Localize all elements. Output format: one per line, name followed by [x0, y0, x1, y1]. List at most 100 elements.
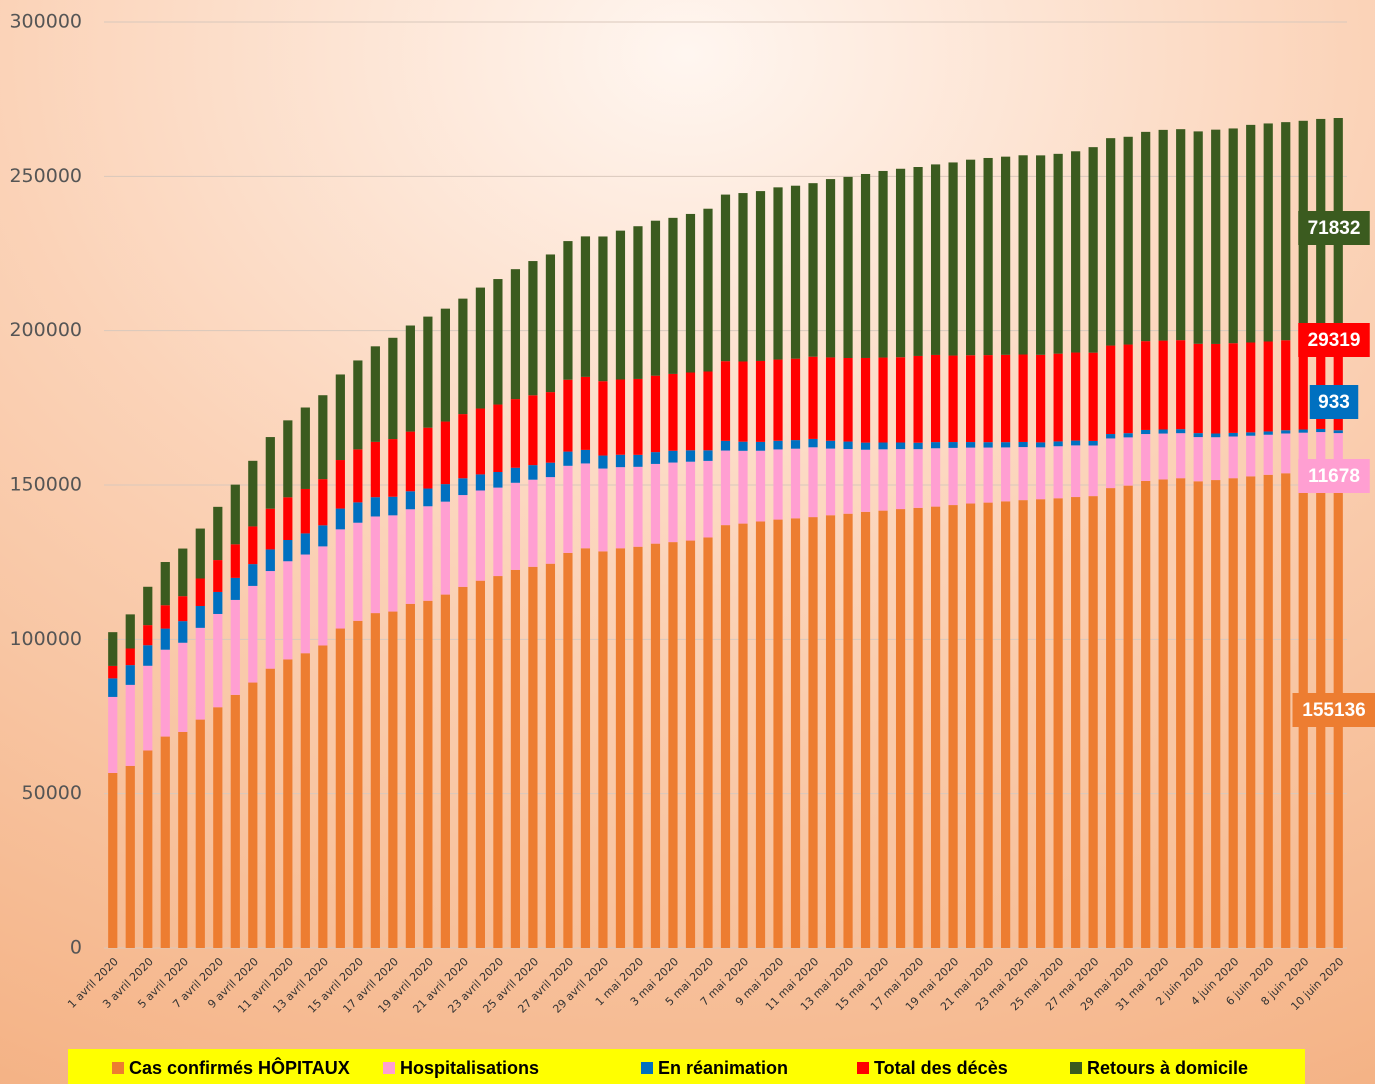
bar-segment — [703, 450, 713, 461]
bar-segment — [808, 183, 818, 357]
bar-segment — [650, 220, 661, 376]
bar-segment — [510, 399, 521, 468]
bar-segment — [615, 379, 626, 455]
bar-segment — [720, 194, 731, 362]
bar-segment — [1001, 156, 1011, 355]
bar-segment — [1316, 428, 1326, 433]
bar-segment — [913, 355, 923, 443]
bar-segment — [738, 441, 748, 451]
bar-segment — [125, 665, 135, 685]
bar-segment — [983, 355, 993, 443]
bar-segment — [370, 441, 380, 498]
bar-segment — [1298, 432, 1308, 472]
bar-segment — [843, 357, 853, 442]
bar-segment — [335, 628, 345, 948]
bar-segment — [265, 549, 275, 572]
bar-segment — [493, 472, 503, 488]
bar-segment — [1088, 147, 1098, 353]
bar-segment — [650, 375, 661, 453]
bar-segment — [580, 449, 591, 464]
bar-segment — [650, 463, 661, 544]
bar-segment — [1018, 441, 1028, 448]
bar-segment — [685, 461, 696, 541]
bar-segment — [843, 176, 853, 358]
bar-segment — [773, 449, 783, 520]
bar-segment — [1071, 440, 1081, 446]
bar-segment — [965, 503, 976, 948]
bar-segment — [598, 381, 608, 456]
bar-segment — [983, 157, 993, 356]
bar-segment — [108, 696, 118, 773]
bar-segment — [913, 167, 923, 356]
bar-segment — [720, 450, 731, 526]
bar-segment — [195, 606, 205, 628]
bar-segment — [1018, 155, 1028, 355]
bar-segment — [230, 484, 240, 545]
bar-segment — [1018, 500, 1028, 948]
bar-segment — [808, 447, 818, 518]
bar-segment — [230, 694, 240, 948]
bar-segment — [1228, 343, 1238, 433]
data-label-box — [1298, 459, 1370, 493]
bar-segment — [370, 497, 380, 517]
bar-segment — [178, 642, 188, 732]
bar-segment — [1246, 342, 1256, 433]
bar-segment — [440, 308, 450, 422]
bar-segment — [685, 372, 696, 451]
bar-segment — [1281, 122, 1291, 341]
bar-segment — [458, 478, 468, 496]
bar-segment — [1281, 340, 1291, 431]
bar-segment — [738, 523, 748, 948]
bar-segment — [598, 455, 608, 469]
legend-swatch — [112, 1062, 124, 1074]
bar-segment — [965, 355, 976, 443]
bar-segment — [125, 614, 135, 649]
bar-segment — [318, 546, 328, 646]
bar-segment — [265, 668, 275, 948]
bar-segment — [703, 460, 713, 538]
bar-segment — [230, 577, 240, 600]
bar-segment — [335, 508, 345, 530]
bar-segment — [1333, 433, 1343, 470]
bar-segment — [913, 442, 923, 450]
bar-segment — [493, 404, 503, 473]
bar-segment — [1211, 480, 1221, 948]
bar-segment — [440, 594, 450, 948]
bar-segment — [755, 191, 766, 361]
bar-segment — [1246, 435, 1256, 477]
bar-segment — [1228, 432, 1238, 437]
bar-segment — [1246, 476, 1256, 948]
bar-segment — [405, 491, 415, 510]
bar-segment — [563, 241, 573, 380]
bar-segment — [720, 440, 731, 451]
bar-segment — [195, 578, 205, 607]
bar-segment — [948, 505, 958, 948]
bar-segment — [405, 325, 415, 432]
y-tick-label: 50000 — [22, 782, 82, 804]
bar-segment — [143, 645, 153, 666]
bar-segment — [773, 187, 783, 360]
bar-segment — [1036, 155, 1046, 355]
bar-segment — [703, 537, 713, 948]
legend-label: Retours à domicile — [1087, 1058, 1248, 1078]
bar-segment — [685, 213, 696, 373]
bar-segment — [615, 454, 626, 468]
bar-segment — [248, 682, 258, 948]
bar-segment — [440, 484, 450, 502]
bar-segment — [668, 373, 678, 451]
data-label: 29319 — [1308, 330, 1361, 351]
bar-segment — [860, 357, 871, 443]
bar-segment — [143, 625, 153, 646]
bar-segment — [720, 361, 731, 441]
bar-segment — [1228, 436, 1238, 479]
bar-segment — [440, 501, 450, 595]
bar-segment — [1053, 441, 1063, 447]
bar-segment — [265, 571, 275, 669]
bar-segment — [808, 356, 818, 439]
bar-segment — [1106, 138, 1116, 346]
bar-segment — [405, 431, 415, 492]
bar-segment — [353, 449, 363, 503]
bar-segment — [405, 509, 415, 604]
bar-segment — [335, 460, 345, 509]
bar-segment — [1036, 354, 1046, 443]
